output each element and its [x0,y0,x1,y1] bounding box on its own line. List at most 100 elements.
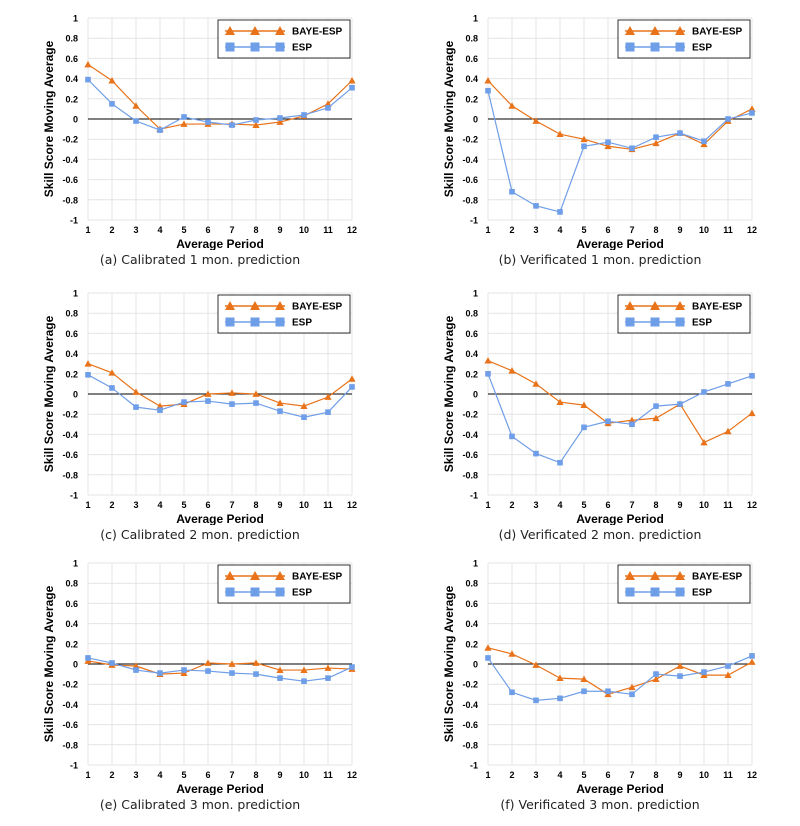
data-point-baye-esp [580,401,588,408]
y-tick-label: 0.2 [65,369,78,379]
x-tick-label: 11 [323,770,333,780]
x-tick-label: 10 [699,770,709,780]
y-tick-label: 0.8 [65,309,78,319]
data-point-baye-esp [252,390,260,397]
x-tick-label: 11 [323,500,333,510]
y-axis-title: Skill Score Moving Average [442,315,456,472]
legend-marker-esp [225,587,235,597]
data-point-esp [277,408,283,414]
legend-label: ESP [292,318,312,329]
y-tick-label: 1 [473,559,478,569]
x-tick-label: 12 [347,770,357,780]
x-tick-label: 4 [157,225,162,235]
legend-marker-esp [650,317,660,327]
y-tick-label: 0.4 [465,74,478,84]
data-point-baye-esp [348,77,356,84]
data-point-esp [205,398,211,404]
y-tick-label: 0 [473,390,478,400]
legend-marker-baye-esp [625,26,635,35]
y-tick-label: 0.4 [65,349,78,359]
data-point-esp [557,459,563,466]
x-tick-label: 3 [133,225,138,235]
data-point-baye-esp [276,666,284,673]
legend-marker-baye-esp [275,571,285,580]
legend-label: BAYE-ESP [692,27,743,38]
x-tick-label: 6 [605,770,610,780]
data-point-esp [133,404,139,410]
legend-marker-esp [675,317,685,327]
data-point-esp [85,655,91,661]
data-point-esp [725,663,731,669]
data-point-esp [109,660,115,666]
legend-marker-baye-esp [675,26,685,35]
y-axis-title: Skill Score Moving Average [442,585,456,742]
x-tick-label: 1 [85,770,90,780]
data-point-baye-esp [532,661,540,668]
data-point-esp [485,87,491,94]
x-tick-label: 10 [299,500,309,510]
legend-marker-baye-esp [225,301,235,310]
legend-marker-esp [250,317,260,327]
y-tick-label: 0.6 [65,599,78,609]
x-tick-label: 6 [205,225,210,235]
legend-marker-baye-esp [650,571,660,580]
x-tick-label: 1 [485,225,490,235]
y-tick-label: -1 [70,491,78,501]
y-tick-label: -0.4 [62,700,78,710]
data-point-esp [629,691,635,698]
data-point-esp [277,675,283,681]
x-tick-label: 4 [557,225,562,235]
y-tick-label: 0.8 [465,34,478,44]
x-tick-label: 4 [557,500,562,510]
legend-label: ESP [292,588,312,599]
data-point-esp [349,664,355,670]
data-point-esp [301,112,307,118]
data-point-baye-esp [748,409,756,417]
data-point-esp [85,76,91,83]
series-line-baye-esp [487,360,753,444]
data-point-esp [349,84,355,91]
data-point-esp [653,403,659,409]
data-point-esp [253,671,259,677]
x-tick-label: 4 [557,770,562,780]
legend-marker-esp [625,42,635,52]
data-point-esp [629,421,635,428]
data-point-baye-esp [652,675,660,683]
data-point-esp [277,115,283,121]
y-tick-label: 0.6 [465,599,478,609]
y-tick-label: 0.6 [465,54,478,64]
data-point-baye-esp [108,369,116,376]
y-tick-label: -0.6 [62,450,78,460]
data-point-esp [229,122,235,128]
legend-box [617,294,751,334]
series-line-baye-esp [87,363,353,407]
y-tick-label: -0.2 [62,135,78,145]
x-tick-label: 7 [629,500,634,510]
data-point-esp [605,418,611,425]
x-axis-title: Average Period [176,512,264,525]
chart-caption: (a) Calibrated 1 mon. prediction [99,252,301,267]
y-tick-label: 0 [473,660,478,670]
data-point-esp [701,669,707,675]
legend-marker-baye-esp [625,301,635,310]
y-tick-label: 0.8 [465,579,478,589]
data-point-esp [485,655,491,661]
y-tick-label: 0.4 [465,619,478,629]
legend-label: BAYE-ESP [292,302,343,313]
x-tick-label: 5 [581,500,586,510]
legend-marker-baye-esp [250,571,260,580]
y-tick-label: 0.8 [65,579,78,589]
x-axis-title: Average Period [176,237,264,250]
legend-marker-baye-esp [225,571,235,580]
x-tick-label: 2 [109,770,114,780]
y-tick-label: -0.2 [62,410,78,420]
x-tick-label: 9 [277,225,282,235]
x-tick-label: 11 [723,770,733,780]
data-point-esp [557,695,563,702]
y-tick-label: -0.4 [462,155,478,165]
x-tick-label: 11 [723,500,733,510]
x-tick-label: 6 [605,500,610,510]
data-point-baye-esp [484,357,492,364]
y-tick-label: 0.4 [65,619,78,629]
y-tick-label: 1 [73,14,78,24]
